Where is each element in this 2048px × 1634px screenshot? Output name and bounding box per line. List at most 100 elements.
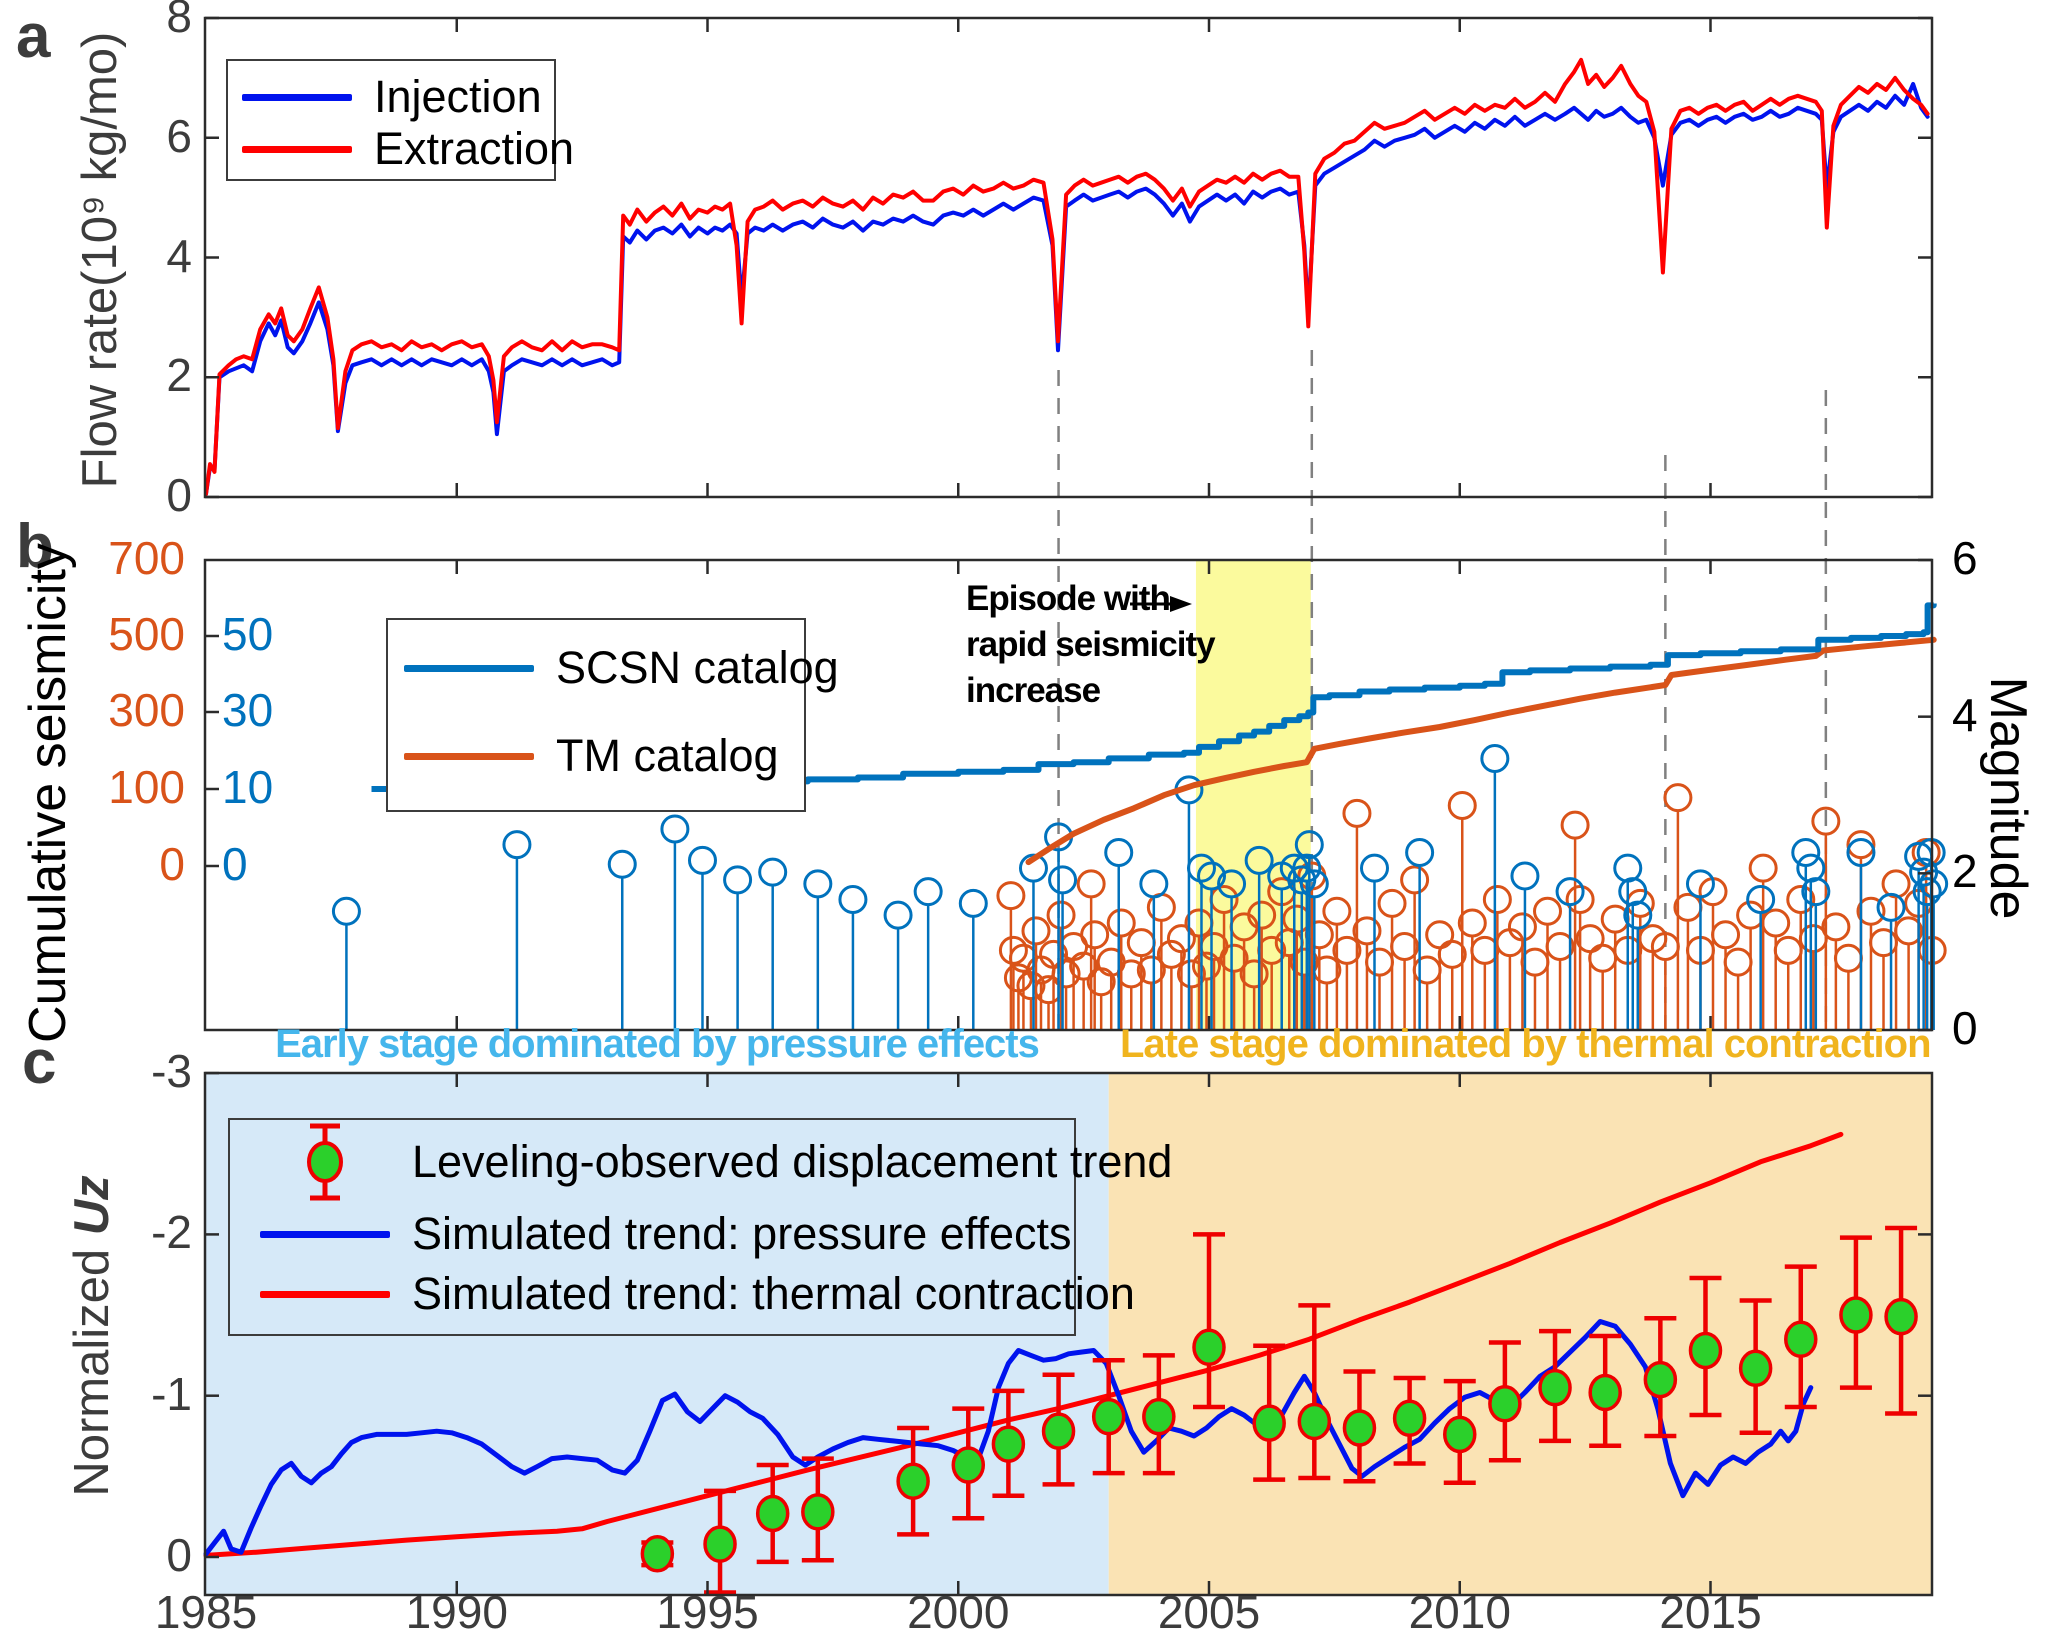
magnitude-stem-marker	[1405, 838, 1435, 867]
magnitude-stem-marker	[1846, 830, 1876, 860]
magnitude-stem-marker	[1021, 916, 1051, 946]
panel-b-ytick-magnitude: 4	[1952, 688, 1978, 741]
legend-label-extraction: Extraction	[374, 123, 575, 174]
extraction-line-swatch	[242, 145, 352, 153]
x-axis-tick-label: 2005	[1157, 1586, 1261, 1634]
panel-a-ytick: 2	[166, 349, 192, 402]
leveling-point	[755, 1494, 790, 1533]
leveling-point	[1192, 1328, 1226, 1367]
magnitude-stem-marker	[1018, 853, 1048, 883]
x-axis-tick-label: 2015	[1659, 1586, 1762, 1634]
magnitude-stem-marker	[1156, 939, 1186, 969]
magnitude-stem-marker	[1080, 920, 1110, 950]
panel-c-box	[203, 1071, 1934, 1597]
magnitude-stem-marker	[803, 869, 833, 899]
leveling-point	[896, 1462, 930, 1500]
magnitude-stem-marker	[1359, 853, 1389, 883]
panel-c-ytick: 0	[166, 1529, 192, 1581]
magnitude-stem-marker	[996, 881, 1026, 911]
annotation-line-1: Episode with	[966, 579, 1171, 618]
magnitude-stem-marker	[1365, 947, 1395, 977]
panel-b-ytick-magnitude: 2	[1952, 845, 1978, 898]
panel-b-ytick-orange: 0	[159, 838, 185, 890]
magnitude-stem-marker	[1869, 928, 1899, 958]
x-axis-tick-label: 1995	[656, 1586, 759, 1634]
leveling-point	[1738, 1349, 1773, 1388]
panel-a-legend: Injection Extraction	[226, 59, 574, 181]
magnitude-stem-marker	[1565, 885, 1595, 914]
leveling-point	[1392, 1399, 1427, 1438]
magnitude-stem-marker	[1247, 900, 1277, 930]
magnitude-stem-marker	[1919, 869, 1949, 899]
magnitude-stem-marker	[1437, 939, 1467, 969]
magnitude-stem-marker	[1761, 908, 1791, 938]
magnitude-stem-marker	[998, 935, 1028, 965]
magnitude-stem-marker	[1613, 853, 1643, 883]
magnitude-stem-marker	[1545, 932, 1575, 961]
annotation-line-3: increase	[966, 671, 1101, 711]
panel-b-ytick-blue: 30	[222, 684, 274, 736]
legend-label-leveling: Leveling-observed displacement trend	[412, 1136, 1173, 1187]
magnitude-stem-marker	[1811, 806, 1841, 836]
magnitude-stem-marker	[1332, 935, 1362, 965]
magnitude-stem-marker	[1069, 951, 1099, 981]
magnitude-stem-marker	[723, 865, 753, 895]
magnitude-stem-marker	[1685, 869, 1715, 899]
thermal-line-swatch	[260, 1290, 390, 1298]
leveling-point	[1488, 1385, 1522, 1423]
magnitude-stem-marker	[1507, 912, 1537, 942]
legend-label-pressure: Simulated trend: pressure effects	[412, 1208, 1072, 1259]
leveling-point	[991, 1425, 1026, 1463]
magnitude-stem-marker	[1746, 885, 1776, 914]
magnitude-stem-marker	[1894, 916, 1924, 946]
magnitude-stem-marker	[1016, 971, 1046, 1001]
legend-label-scsn: SCSN catalog	[556, 642, 839, 693]
magnitude-stem-marker	[1051, 959, 1081, 989]
rapid-seismicity-band	[1195, 560, 1311, 1030]
magnitude-stem-marker	[1912, 877, 1942, 907]
magnitude-stem-marker	[502, 830, 532, 860]
magnitude-stem-marker	[1533, 896, 1563, 926]
tm-line-swatch	[404, 752, 534, 760]
leveling-point	[1538, 1368, 1572, 1407]
panel-a-ytick: 8	[166, 0, 192, 42]
magnitude-stem-marker	[607, 849, 637, 879]
magnitude-stem-marker	[1480, 744, 1510, 773]
legend-item-extraction: Extraction	[242, 123, 574, 174]
panel-b-ytick-orange: 300	[108, 684, 185, 736]
magnitude-stem-marker	[958, 888, 988, 918]
magnitude-stem-marker	[1482, 885, 1512, 914]
magnitude-stem-marker	[1791, 838, 1821, 867]
panel-c-ytick: -2	[151, 1206, 192, 1259]
magnitude-stem-marker	[1623, 900, 1653, 930]
magnitude-stem-marker	[883, 900, 913, 930]
magnitude-stem-marker	[1425, 920, 1455, 950]
magnitude-stem-marker	[1881, 869, 1911, 899]
magnitude-stem-marker	[1239, 959, 1269, 989]
leveling-point	[1041, 1412, 1076, 1450]
magnitude-stem-marker	[1833, 943, 1863, 973]
panel-b-ytick-blue: 0	[222, 838, 248, 890]
leveling-point	[1688, 1331, 1723, 1370]
magnitude-stem-marker	[1846, 838, 1876, 867]
magnitude-stem-marker	[1046, 900, 1076, 930]
magnitude-stem-marker	[1299, 869, 1329, 899]
legend-item-thermal: Simulated trend: thermal contraction	[260, 1268, 1135, 1319]
leveling-point	[1643, 1360, 1678, 1399]
magnitude-stem-marker	[1663, 783, 1693, 813]
magnitude-stem-marker	[331, 896, 361, 926]
leveling-point	[1784, 1320, 1818, 1358]
x-axis-tick-label: 1985	[154, 1586, 258, 1634]
magnitude-stem-marker	[1104, 838, 1134, 867]
panel-c-ylabel: Normalized Uz	[64, 936, 120, 1634]
pressure-line-swatch	[260, 1230, 390, 1238]
legend-item-tm: TM catalog	[404, 730, 779, 781]
magnitude-stem-marker	[1342, 798, 1372, 828]
leveling-point	[1252, 1404, 1286, 1442]
injection-line-swatch	[242, 93, 352, 101]
leveling-point	[1443, 1415, 1477, 1454]
magnitude-stem-marker	[1510, 861, 1540, 891]
panel-b-ytick-orange: 100	[108, 761, 185, 813]
magnitude-stem-marker	[1588, 943, 1618, 973]
magnitude-stem-marker	[758, 857, 788, 887]
